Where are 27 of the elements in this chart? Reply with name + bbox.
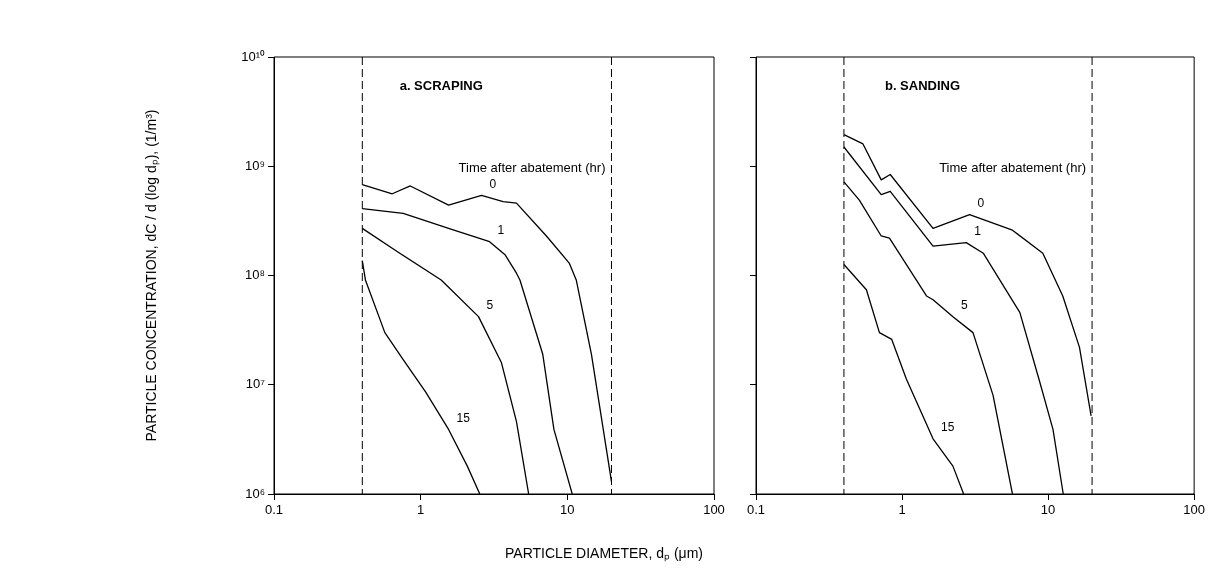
series-label: 5: [486, 297, 494, 312]
series-label: 15: [456, 410, 471, 425]
text: b. SANDING: [884, 78, 961, 93]
series-label: 0: [489, 176, 497, 191]
x-tick-label: 1: [417, 502, 425, 518]
x-tick-label: 10: [560, 502, 575, 518]
x-axis-title: PARTICLE DIAMETER, dₚ (μm): [504, 544, 704, 562]
y-tick-label: 10⁷: [245, 376, 266, 392]
series-label: 15: [941, 420, 955, 435]
annotation: Time after abatement (hr): [939, 160, 1087, 175]
y-tick-label: 10⁸: [245, 267, 265, 283]
series-label: 1: [974, 223, 982, 238]
x-tick-label: 100: [1183, 502, 1206, 518]
annotation: Time after abatement (hr): [458, 160, 606, 175]
text: a. SCRAPING: [399, 78, 483, 93]
x-tick-label: 1: [898, 502, 906, 518]
x-tick-label: 10: [1040, 502, 1056, 518]
series-label: 0: [977, 196, 985, 211]
series-label: 1: [497, 222, 505, 237]
y-axis-title: PARTICLE CONCENTRATION, dC / d (log dₚ), (1/m³): [143, 109, 161, 442]
x-tick-label: 0.1: [264, 502, 284, 518]
series-label: 5: [960, 297, 968, 312]
y-tick-label: 10⁶: [245, 485, 265, 501]
x-tick-label: 100: [703, 502, 725, 518]
y-tick-label: 10¹⁰: [241, 48, 265, 64]
y-tick-label: 10⁹: [244, 157, 265, 173]
x-tick-label: 0.1: [746, 502, 766, 518]
